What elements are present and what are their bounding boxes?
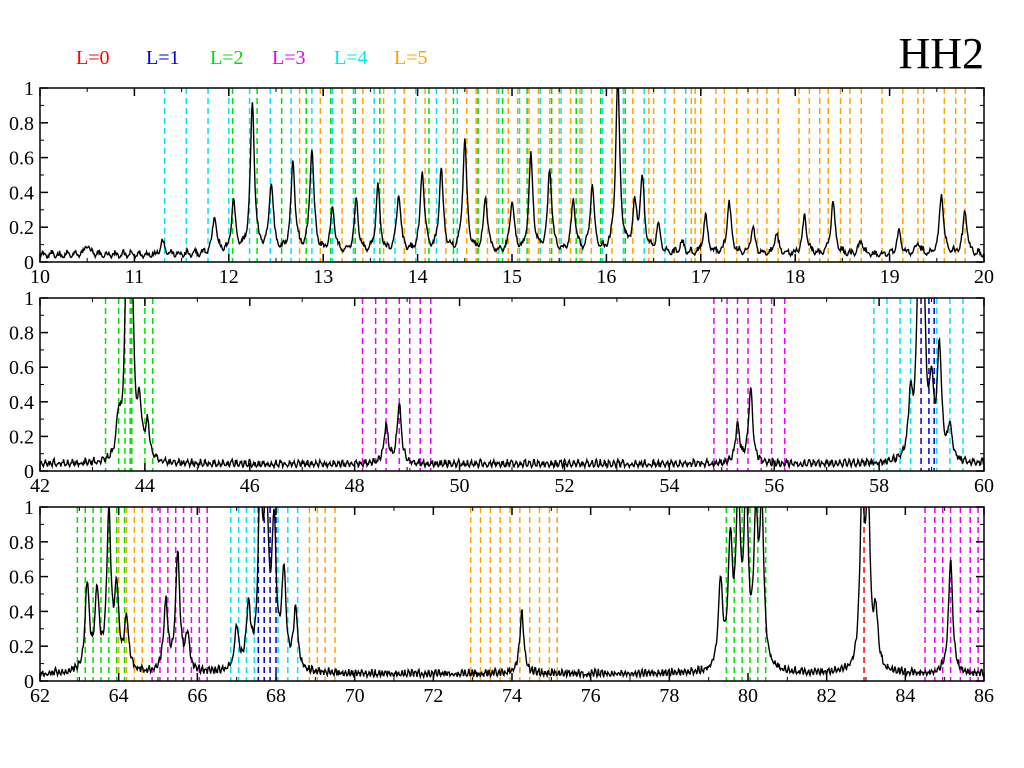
x-tick-label: 48 — [345, 475, 365, 497]
y-tick-label: 0.4 — [9, 182, 34, 204]
legend-entry-L5: L=5 — [394, 47, 428, 69]
x-tick-label: 50 — [450, 475, 470, 497]
level-lines — [163, 88, 966, 262]
legend: L=0 L=1 L=2 L=3 L=4 L=5 — [76, 47, 428, 69]
legend-entry-L4: L=4 — [334, 47, 368, 69]
x-tick-label: 80 — [738, 685, 758, 707]
legend-entry-L0: L=0 — [76, 47, 110, 69]
plot-frame — [39, 297, 985, 472]
panel-2: 42 44 46 48 50 52 54 56 58 60 0 0.2 0.4 0.6 0.8 1 — [9, 288, 994, 497]
y-tick-label: 0.8 — [9, 113, 34, 135]
x-tick-label: 52 — [554, 475, 574, 497]
legend-entry-L2: L=2 — [210, 47, 244, 69]
y-tick-label: 0.4 — [9, 392, 34, 414]
spectrum-curve — [40, 88, 984, 260]
level-lines — [104, 298, 964, 471]
spectrum-curve — [40, 507, 984, 680]
x-tick-label: 14 — [408, 266, 428, 288]
x-tick-label: 42 — [30, 475, 50, 497]
x-tick-label: 74 — [502, 685, 522, 707]
panel-3: 62 64 66 68 70 72 74 76 78 80 82 84 86 0 0.2 0.4 0.6 0.8 1 — [9, 497, 994, 707]
x-tick-label: 19 — [880, 266, 900, 288]
y-tick-label: 0 — [24, 461, 34, 483]
x-tick-label: 72 — [423, 685, 443, 707]
y-tick-label: 1 — [24, 78, 34, 100]
x-tick-label: 58 — [869, 475, 889, 497]
x-tick-label: 86 — [974, 685, 994, 707]
x-tick-label: 60 — [974, 475, 994, 497]
x-tick-label: 11 — [125, 266, 144, 288]
y-tick-label: 0 — [24, 252, 34, 274]
legend-entry-L3: L=3 — [272, 47, 306, 69]
y-tick-label: 0.6 — [9, 357, 34, 379]
x-tick-label: 15 — [502, 266, 522, 288]
x-tick-label: 17 — [691, 266, 711, 288]
y-tick-label: 0.4 — [9, 601, 34, 623]
x-tick-label: 46 — [240, 475, 260, 497]
y-tick-label: 0 — [24, 671, 34, 693]
x-tick-label: 20 — [974, 266, 994, 288]
x-tick-label: 12 — [219, 266, 239, 288]
x-tick-label: 64 — [109, 685, 129, 707]
x-tick-label: 82 — [817, 685, 837, 707]
x-tick-label: 18 — [785, 266, 805, 288]
x-tick-label: 13 — [313, 266, 333, 288]
x-tick-label: 70 — [345, 685, 365, 707]
x-tick-label: 68 — [266, 685, 286, 707]
spectrum-curve — [40, 298, 984, 470]
y-tick-label: 0.8 — [9, 532, 34, 554]
panel-1: 10 11 12 13 14 15 16 17 18 19 20 0 0.2 0.4 0.6 0.8 1 — [9, 78, 994, 288]
x-tick-label: 16 — [596, 266, 616, 288]
x-tick-label: 62 — [30, 685, 50, 707]
y-tick-label: 0.2 — [9, 426, 34, 448]
y-tick-label: 0.6 — [9, 148, 34, 170]
x-tick-label: 84 — [895, 685, 915, 707]
x-tick-label: 78 — [659, 685, 679, 707]
x-tick-label: 56 — [764, 475, 784, 497]
figure-title: HH2 — [898, 29, 984, 78]
y-tick-label: 1 — [24, 288, 34, 310]
x-tick-label: 10 — [30, 266, 50, 288]
y-tick-label: 1 — [24, 497, 34, 519]
y-tick-label: 0.6 — [9, 567, 34, 589]
level-lines — [76, 507, 979, 681]
plot-frame — [39, 506, 985, 682]
x-tick-label: 76 — [581, 685, 601, 707]
x-tick-label: 44 — [135, 475, 155, 497]
x-tick-label: 66 — [187, 685, 207, 707]
legend-entry-L1: L=1 — [146, 47, 180, 69]
y-tick-label: 0.8 — [9, 323, 34, 345]
x-tick-label: 54 — [659, 475, 679, 497]
y-tick-label: 0.2 — [9, 636, 34, 658]
y-tick-label: 0.2 — [9, 217, 34, 239]
plot-frame — [39, 87, 985, 263]
